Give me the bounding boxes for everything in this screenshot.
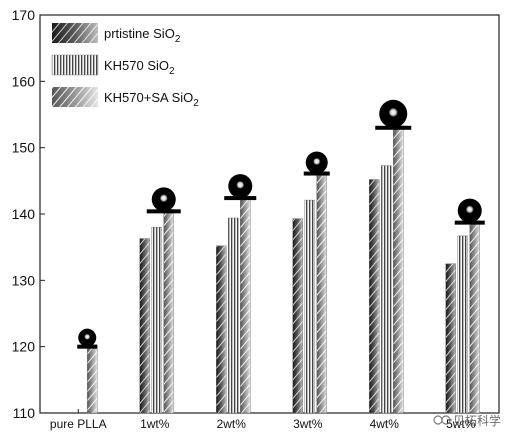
y-tick-label: 120 — [12, 339, 36, 355]
x-tick-label: 2wt% — [217, 417, 247, 431]
bar-kh570-sa — [87, 344, 98, 414]
x-tick-label: pure PLLA — [50, 417, 107, 431]
x-tick-label: 5wt% — [446, 417, 476, 431]
bars — [87, 125, 480, 414]
y-tick-label: 140 — [12, 206, 36, 222]
y-tick-label: 170 — [12, 7, 36, 23]
y-tick-label: 150 — [12, 140, 36, 156]
legend-swatch-pristine — [52, 23, 98, 43]
bar-kh570-sa — [393, 125, 404, 414]
bar-kh570-sa — [469, 220, 480, 414]
y-axis: 110 120 130 140 150 160 170 — [12, 7, 45, 421]
water-droplet — [454, 198, 485, 225]
x-axis: pure PLLA 1wt% 2wt% 3wt% 4wt% 5wt% — [50, 409, 476, 431]
bar-kh570-sa — [163, 209, 174, 414]
bar-kh570-sa — [240, 195, 251, 414]
y-tick-label: 160 — [12, 73, 36, 89]
legend-label-pristine: prtistine SiO2 — [104, 26, 181, 45]
bar-kh570 — [457, 235, 468, 414]
watermark: 贝拓科学 — [433, 413, 501, 428]
bar-kh570-sa — [316, 171, 327, 414]
water-droplet — [77, 328, 98, 349]
legend-swatch-kh570 — [51, 54, 99, 76]
bar-pristine — [216, 245, 227, 414]
water-droplet — [146, 187, 181, 214]
legend-label-kh570: KH570 SiO2 — [104, 58, 175, 77]
bar-kh570 — [151, 227, 162, 414]
plot-area — [39, 14, 500, 414]
legend: prtistine SiO2 KH570 SiO2 KH570+SA SiO2 — [51, 23, 199, 109]
watermark-logo-icon — [433, 415, 451, 425]
legend-entry-kh570: KH570 SiO2 — [51, 54, 175, 77]
droplets — [77, 99, 485, 349]
x-tick-label: 3wt% — [293, 417, 323, 431]
water-droplet — [224, 174, 257, 201]
bar-pristine — [369, 179, 380, 414]
legend-entry-kh570-sa: KH570+SA SiO2 — [52, 87, 199, 109]
x-tick-label: 1wt% — [140, 417, 170, 431]
y-tick-label: 110 — [13, 405, 36, 421]
y-tick-label: 130 — [12, 272, 36, 288]
x-tick-label: 4wt% — [370, 417, 400, 431]
bar-pristine — [292, 218, 303, 414]
legend-swatch-kh570-sa — [52, 87, 98, 107]
bar-kh570 — [381, 165, 392, 414]
bar-pristine — [139, 238, 150, 414]
legend-label-kh570-sa: KH570+SA SiO2 — [104, 90, 199, 109]
water-droplet — [375, 99, 412, 130]
bar-kh570 — [304, 199, 315, 414]
water-droplet — [303, 151, 330, 176]
legend-entry-pristine: prtistine SiO2 — [52, 23, 181, 45]
bar-pristine — [445, 263, 456, 414]
watermark-text: 贝拓科学 — [453, 413, 501, 428]
bar-kh570 — [228, 217, 239, 414]
